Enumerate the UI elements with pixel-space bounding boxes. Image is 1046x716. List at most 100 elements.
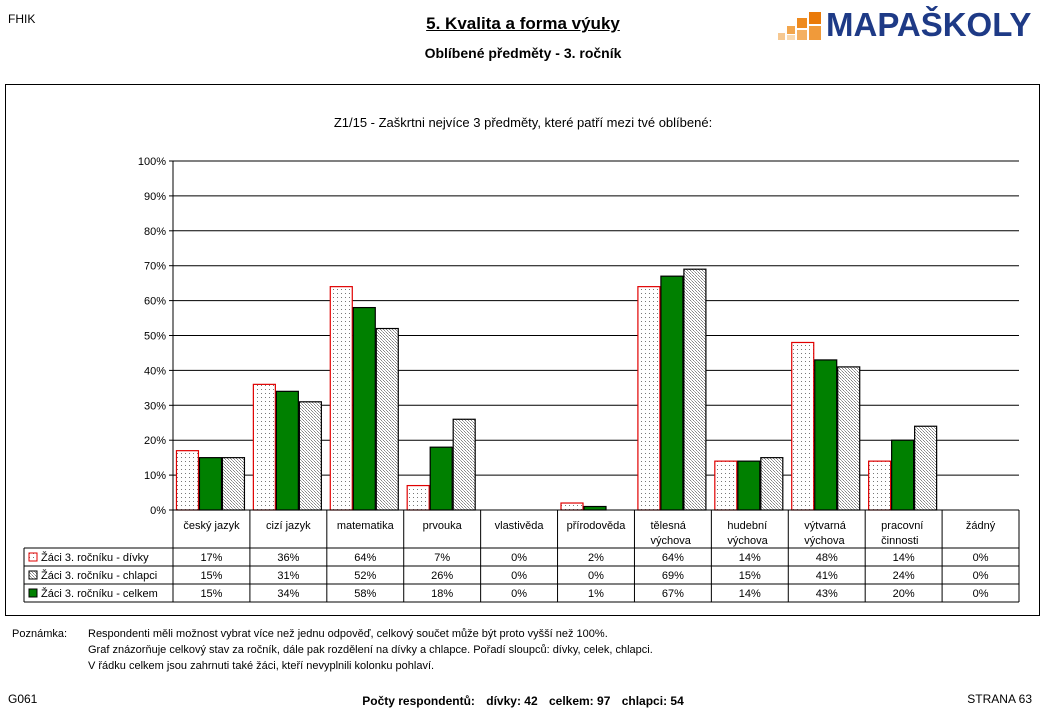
bar-chlapci xyxy=(221,457,246,511)
data-label: 34% xyxy=(277,588,299,600)
respondents-total: celkem: 97 xyxy=(548,694,611,708)
data-label: 0% xyxy=(588,570,604,582)
bar-divky xyxy=(175,450,200,511)
note-line: Respondenti měli možnost vybrat více než… xyxy=(88,628,608,640)
data-label: 2% xyxy=(588,552,604,564)
category-label: činnosti xyxy=(881,535,918,547)
respondents-label: Počty respondentů: xyxy=(362,694,475,708)
y-tick-label: 20% xyxy=(144,435,166,447)
bar-celkem xyxy=(660,275,684,511)
y-tick-label: 70% xyxy=(144,261,166,273)
data-label: 15% xyxy=(200,570,222,582)
data-label: 15% xyxy=(739,570,761,582)
data-label: 26% xyxy=(431,570,453,582)
bar-divky xyxy=(791,341,815,511)
bar-divky xyxy=(714,460,738,511)
logo-text: MAPAŠKOLY xyxy=(826,6,1032,43)
category-label: vlastivěda xyxy=(495,520,545,532)
y-tick-label: 50% xyxy=(144,331,166,343)
category-label: výchova xyxy=(650,535,691,547)
data-label: 18% xyxy=(431,588,453,600)
data-label: 0% xyxy=(511,570,527,582)
y-tick-label: 40% xyxy=(144,365,166,377)
data-label: 64% xyxy=(354,552,376,564)
category-label: výchova xyxy=(727,535,768,547)
y-tick-label: 10% xyxy=(144,470,166,482)
y-tick-label: 30% xyxy=(144,400,166,412)
bar-divky xyxy=(406,484,430,511)
bar-divky xyxy=(868,460,892,511)
data-label: 31% xyxy=(277,570,299,582)
bar-celkem xyxy=(814,359,838,511)
data-label: 43% xyxy=(816,588,838,600)
page-subtitle: Oblíbené předměty - 3. ročník xyxy=(424,45,622,61)
category-label: prvouka xyxy=(423,520,463,532)
y-tick-label: 60% xyxy=(144,296,166,308)
bar-chart: 0% 10% 20% 30% 40% 50% 60% 70% 80% 90% 100% český j… xyxy=(23,156,1020,603)
y-tick-label: 100% xyxy=(138,156,166,168)
legend-key xyxy=(28,588,38,598)
data-label: 67% xyxy=(662,588,684,600)
category-label: výchova xyxy=(804,535,845,547)
chart-title: Z1/15 - Zaškrtni nejvíce 3 předměty, kte… xyxy=(333,115,713,130)
category-label: hudební xyxy=(727,520,767,532)
y-tick-label: 90% xyxy=(144,191,166,203)
data-label: 14% xyxy=(739,588,761,600)
bar-divky xyxy=(637,286,661,511)
data-label: 58% xyxy=(354,588,376,600)
y-tick-label: 0% xyxy=(150,505,166,517)
bar-divky xyxy=(560,502,584,511)
mapaskoly-logo: MAPAŠKOLY xyxy=(776,6,1031,46)
data-label: 0% xyxy=(973,588,989,600)
legend-key xyxy=(28,570,38,580)
category-label: cizí jazyk xyxy=(266,520,311,532)
bar-celkem xyxy=(583,505,607,511)
page-number: STRANA 63 xyxy=(967,692,1032,706)
bar-chlapci xyxy=(452,418,476,511)
bar-divky xyxy=(329,286,353,511)
data-label: 0% xyxy=(511,588,527,600)
data-label: 20% xyxy=(893,588,915,600)
chart-frame xyxy=(5,84,1040,616)
data-label: 41% xyxy=(816,570,838,582)
bar-chlapci xyxy=(914,425,938,511)
data-label: 14% xyxy=(893,552,915,564)
bar-chlapci xyxy=(837,366,861,511)
category-label: pracovní xyxy=(881,520,923,532)
data-label: 52% xyxy=(354,570,376,582)
category-label: přírodověda xyxy=(567,520,627,532)
data-label: 1% xyxy=(588,588,604,600)
respondents-girls: dívky: 42 xyxy=(486,694,538,708)
page-title: 5. Kvalita a forma výuky xyxy=(426,14,620,33)
bar-divky xyxy=(252,383,276,511)
legend-key xyxy=(28,552,38,562)
respondents-boys: chlapci: 54 xyxy=(621,694,684,708)
category-label: výtvarná xyxy=(804,520,846,532)
bar-celkem xyxy=(429,446,453,511)
data-label: 24% xyxy=(893,570,915,582)
data-label: 15% xyxy=(200,588,222,600)
graph-code: G061 xyxy=(8,692,38,706)
report-code: FHIK xyxy=(8,12,36,26)
data-label: 0% xyxy=(973,552,989,564)
category-label: český jazyk xyxy=(183,520,240,532)
y-tick-label: 80% xyxy=(144,226,166,238)
logo-squares-icon xyxy=(778,12,821,40)
data-label: 36% xyxy=(277,552,299,564)
note-line: V řádku celkem jsou zahrnuti také žáci, … xyxy=(88,660,435,672)
bar-celkem xyxy=(275,390,299,511)
legend-label: Žáci 3. ročníku - dívky xyxy=(41,551,149,564)
category-label: tělesná xyxy=(650,520,686,532)
data-label: 17% xyxy=(200,552,222,564)
legend-label: Žáci 3. ročníku - celkem xyxy=(41,587,158,600)
bar-chlapci xyxy=(760,457,784,511)
note-label: Poznámka: xyxy=(12,628,68,640)
bar-chlapci xyxy=(298,401,322,511)
note-line: Graf znázorňuje celkový stav za ročník, … xyxy=(88,644,653,656)
data-label: 64% xyxy=(662,552,684,564)
category-label: matematika xyxy=(337,520,395,532)
data-label: 0% xyxy=(511,552,527,564)
data-label: 48% xyxy=(816,552,838,564)
bar-celkem xyxy=(737,460,761,511)
category-label: žádný xyxy=(966,520,996,532)
